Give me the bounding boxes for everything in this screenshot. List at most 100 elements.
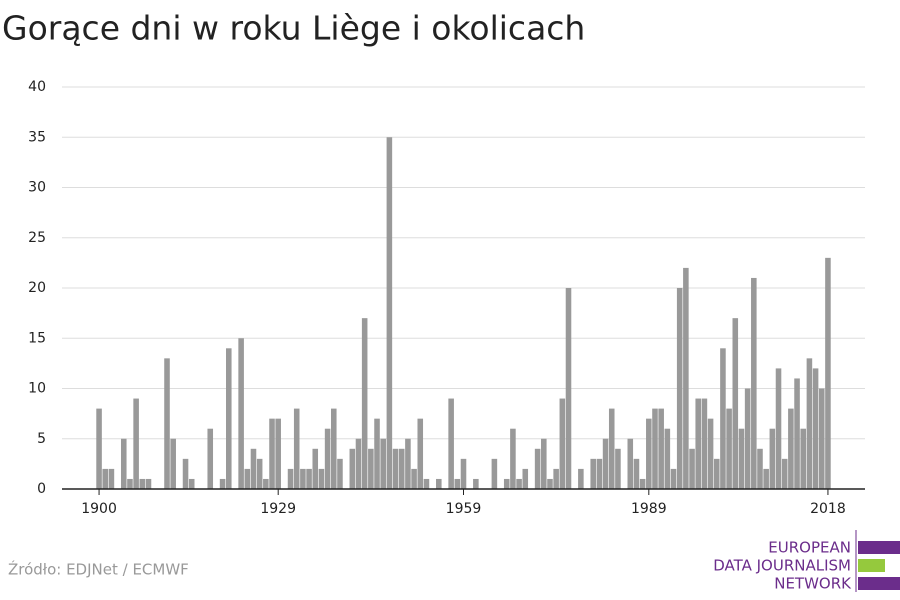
bar <box>324 428 331 489</box>
bar <box>374 418 380 489</box>
bar <box>127 478 133 489</box>
bar <box>590 458 596 489</box>
bar <box>331 408 337 489</box>
logo-text: EUROPEAN <box>768 539 851 557</box>
y-tick-label: 25 <box>28 230 46 246</box>
bar <box>256 458 263 489</box>
bar <box>658 408 664 489</box>
bar <box>757 448 763 489</box>
bar <box>664 428 671 489</box>
bar <box>207 428 214 489</box>
bar <box>145 478 152 489</box>
bar <box>738 428 745 489</box>
bar <box>825 257 831 489</box>
bar <box>713 458 720 489</box>
bar <box>578 468 584 489</box>
bar <box>670 468 677 489</box>
bar <box>726 408 732 489</box>
bar <box>769 428 776 489</box>
source: Źródło: EDJNet / ECMWF <box>8 560 189 579</box>
bar <box>602 438 609 489</box>
bar <box>219 478 226 489</box>
bar <box>318 468 325 489</box>
bar <box>565 288 572 489</box>
bar <box>781 458 788 489</box>
bar <box>96 408 102 489</box>
y-tick-label: 35 <box>28 129 46 145</box>
bar <box>522 468 529 489</box>
bar <box>293 408 300 489</box>
bar <box>615 448 621 489</box>
bar <box>108 468 115 489</box>
bar <box>386 137 393 489</box>
bar <box>707 418 714 489</box>
bar <box>689 448 695 489</box>
bar <box>355 438 362 489</box>
bar <box>683 267 689 489</box>
bar <box>244 468 251 489</box>
bar <box>732 318 739 489</box>
bar <box>349 448 356 489</box>
bar <box>652 408 658 489</box>
bar <box>238 338 244 489</box>
y-tick-label: 15 <box>28 330 46 346</box>
bar <box>411 468 417 489</box>
x-tick-label: 1900 <box>81 501 117 517</box>
bar <box>818 388 825 489</box>
bar <box>534 448 541 489</box>
x-tick-label: 2018 <box>810 501 846 517</box>
logo-text: DATA JOURNALISM <box>713 557 851 575</box>
bar <box>701 398 708 489</box>
bar <box>775 368 782 489</box>
bar <box>133 398 139 489</box>
bar <box>337 458 343 489</box>
bar <box>744 388 751 489</box>
bar <box>102 468 109 489</box>
bar <box>300 468 306 489</box>
bar <box>120 438 127 489</box>
y-tick-label: 40 <box>28 79 46 95</box>
bar <box>751 277 757 489</box>
bar <box>695 398 702 489</box>
bar <box>510 428 516 489</box>
bar <box>646 418 652 489</box>
bar <box>250 448 257 489</box>
bar <box>306 468 312 489</box>
y-tick-label: 0 <box>37 481 46 497</box>
bar <box>170 438 176 489</box>
bar <box>312 448 319 489</box>
bar <box>553 468 559 489</box>
x-tick-label: 1929 <box>260 501 296 517</box>
bar <box>503 478 510 489</box>
bar <box>608 408 615 489</box>
bar <box>392 448 399 489</box>
bar <box>627 438 634 489</box>
logo-bar <box>858 541 900 554</box>
bar <box>639 478 646 489</box>
bar <box>559 398 566 489</box>
bar <box>361 318 368 489</box>
bar <box>473 478 479 489</box>
bar <box>368 448 374 489</box>
bar <box>720 348 726 489</box>
bar <box>405 438 411 489</box>
bar <box>794 378 800 489</box>
y-tick-label: 10 <box>28 381 46 397</box>
bar <box>398 448 405 489</box>
logo-bar <box>858 559 885 572</box>
bar <box>164 358 170 489</box>
bar <box>491 458 498 489</box>
bar <box>763 468 769 489</box>
bar <box>380 438 386 489</box>
bar <box>812 368 819 489</box>
bar <box>460 458 467 489</box>
bar <box>188 478 195 489</box>
bar <box>139 478 146 489</box>
logo-bar <box>858 577 900 590</box>
chart-title: Gorące dni w roku Liège i okolicach <box>2 9 585 48</box>
bar <box>263 478 269 489</box>
y-tick-label: 5 <box>37 431 46 447</box>
logo-text: NETWORK <box>774 575 852 593</box>
bar <box>448 398 454 489</box>
